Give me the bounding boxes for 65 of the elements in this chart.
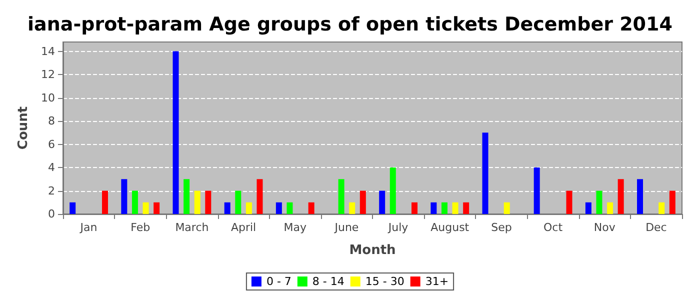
bar — [338, 179, 344, 214]
bar — [360, 190, 366, 214]
y-tick-label: 8 — [48, 114, 55, 128]
bar — [184, 179, 190, 214]
bar — [308, 202, 314, 214]
bar — [504, 202, 510, 214]
bar — [452, 202, 458, 214]
bar — [235, 190, 242, 214]
bar — [194, 190, 200, 214]
legend-label: 15 - 30 — [365, 275, 404, 288]
bar — [121, 179, 128, 214]
bar — [102, 190, 108, 214]
bar — [607, 202, 614, 214]
bar — [463, 202, 470, 214]
bar — [276, 202, 282, 214]
x-tick-label: Oct — [544, 221, 564, 234]
bar — [172, 51, 179, 214]
bar — [637, 179, 644, 214]
bar — [482, 132, 488, 214]
bar — [154, 202, 160, 214]
y-tick-label: 14 — [41, 44, 55, 58]
x-tick-label: June — [334, 221, 359, 234]
bar — [596, 190, 602, 214]
x-tick-label: Sep — [491, 221, 512, 234]
y-tick-label: 12 — [41, 68, 55, 82]
x-tick-label: Nov — [594, 221, 616, 234]
bar — [411, 202, 418, 214]
bar — [349, 202, 356, 214]
x-tick-label: March — [175, 221, 209, 234]
y-tick-label: 10 — [41, 91, 55, 104]
x-tick-label: Dec — [646, 221, 667, 234]
y-tick-label: 2 — [48, 184, 55, 198]
y-tick-label: 4 — [48, 161, 55, 174]
y-axis-title: Count — [16, 106, 32, 150]
x-tick-label: May — [284, 221, 307, 234]
bar — [585, 202, 592, 214]
bar — [430, 202, 437, 214]
legend-label: 31+ — [425, 275, 449, 288]
bar — [286, 202, 293, 214]
bar — [70, 202, 76, 214]
bar — [390, 168, 396, 214]
bar — [132, 190, 138, 214]
x-tick-label: April — [230, 221, 256, 234]
bar — [618, 179, 624, 214]
y-tick-label: 6 — [48, 138, 55, 151]
bar — [205, 190, 212, 214]
x-tick-label: July — [387, 221, 409, 234]
x-tick-label: Jan — [79, 221, 98, 234]
bar — [669, 190, 676, 214]
x-tick-label: August — [430, 221, 470, 234]
bar — [534, 168, 540, 214]
y-tick-label: 0 — [48, 208, 55, 220]
legend-label: 0 - 7 — [266, 275, 292, 288]
bar — [658, 202, 665, 214]
bar — [224, 202, 230, 214]
bar — [566, 190, 572, 214]
bar — [246, 202, 252, 214]
bar — [441, 202, 448, 214]
legend-label: 8 - 14 — [312, 275, 344, 288]
x-tick-label: Feb — [130, 221, 150, 234]
chart-title: iana-prot-param Age groups of open tickets December 2014 — [28, 14, 672, 36]
bar — [379, 190, 386, 214]
bar — [256, 179, 263, 214]
x-axis-title: Month — [349, 243, 396, 258]
bar — [142, 202, 149, 214]
